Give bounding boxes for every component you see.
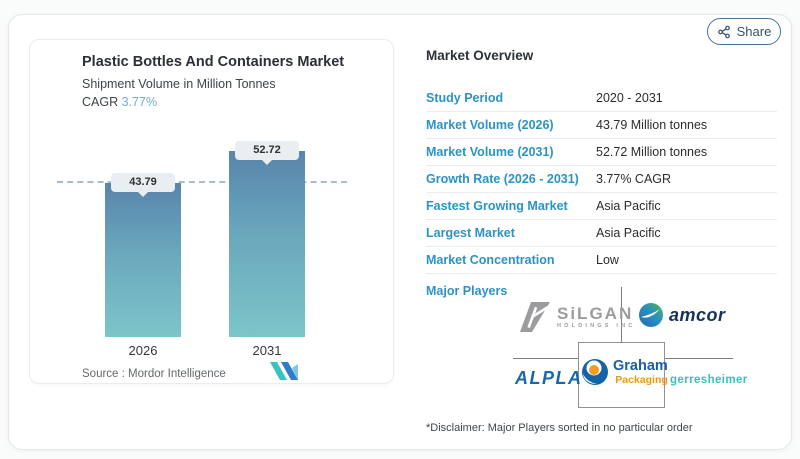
- gerresheimer-logo: gerresheimer: [670, 374, 748, 386]
- table-row-market-volume-2031: Market Volume (2031) 52.72 Million tonne…: [426, 139, 777, 166]
- row-value: 52.72 Million tonnes: [596, 145, 708, 159]
- row-value: 43.79 Million tonnes: [596, 118, 708, 132]
- share-button[interactable]: Share: [707, 18, 781, 45]
- mordor-intelligence-logo-icon: [270, 362, 298, 380]
- silgan-logo: SiLGAN HOLDINGS INC: [518, 299, 635, 335]
- chart-title: Plastic Bottles And Containers Market: [82, 54, 345, 70]
- alpla-logo: ALPLA: [515, 368, 583, 388]
- players-divider-left: [513, 358, 578, 359]
- graham-packaging-logo: Graham Packaging: [581, 358, 668, 386]
- amcor-swirl-icon: [639, 303, 663, 327]
- row-label: Study Period: [426, 91, 504, 105]
- table-row-fastest-growing-market: Fastest Growing Market Asia Pacific: [426, 193, 777, 220]
- row-value: Asia Pacific: [596, 199, 661, 213]
- players-divider-right: [665, 358, 733, 359]
- x-axis-label-2026: 2026: [128, 343, 158, 358]
- cagr-value: 3.77%: [121, 95, 158, 109]
- players-divider-vertical: [621, 287, 622, 342]
- row-label: Fastest Growing Market: [426, 199, 568, 213]
- reference-line: [57, 180, 347, 183]
- chart-cagr: CAGR 3.77%: [82, 95, 157, 109]
- graham-wordmark: Graham Packaging: [613, 357, 668, 386]
- row-label: Market Concentration: [426, 253, 555, 267]
- bar-2031[interactable]: [229, 151, 305, 337]
- graham-circle-icon: [582, 359, 608, 385]
- silgan-wordmark: SiLGAN HOLDINGS INC: [557, 303, 636, 329]
- cagr-label: CAGR: [82, 95, 119, 109]
- overview-table: Study Period 2020 - 2031 Market Volume (…: [426, 85, 777, 274]
- row-value: Low: [596, 253, 619, 267]
- table-row-market-volume-2026: Market Volume (2026) 43.79 Million tonne…: [426, 112, 777, 139]
- bar-chart: 43.79 52.72: [30, 40, 395, 337]
- row-value: 2020 - 2031: [596, 91, 663, 105]
- overview-title: Market Overview: [426, 48, 534, 63]
- share-icon: [717, 25, 730, 38]
- outer-card: Share Plastic Bottles And Containers Mar…: [8, 14, 792, 450]
- share-button-label: Share: [736, 24, 772, 39]
- table-row-largest-market: Largest Market Asia Pacific: [426, 220, 777, 247]
- chart-card: Plastic Bottles And Containers Market Sh…: [29, 39, 394, 384]
- bar-2026[interactable]: [105, 182, 181, 337]
- row-label: Growth Rate (2026 - 2031): [426, 172, 579, 186]
- row-label: Market Volume (2031): [426, 145, 554, 159]
- disclaimer-text: *Disclaimer: Major Players sorted in no …: [426, 422, 693, 434]
- source-attribution: Source : Mordor Intelligence: [82, 368, 226, 380]
- silgan-flag-icon: [520, 302, 550, 332]
- row-label: Largest Market: [426, 226, 515, 240]
- row-value: 3.77% CAGR: [596, 172, 672, 186]
- x-axis-label-2031: 2031: [252, 343, 282, 358]
- row-label: Market Volume (2026): [426, 118, 554, 132]
- table-row-study-period: Study Period 2020 - 2031: [426, 85, 777, 112]
- chart-subtitle: Shipment Volume in Million Tonnes: [82, 77, 276, 91]
- amcor-wordmark: amcor: [669, 304, 726, 325]
- table-row-growth-rate: Growth Rate (2026 - 2031) 3.77% CAGR: [426, 166, 777, 193]
- amcor-logo: amcor: [638, 302, 726, 328]
- table-row-market-concentration: Market Concentration Low: [426, 247, 777, 274]
- row-value: Asia Pacific: [596, 226, 661, 240]
- major-players-label: Major Players: [426, 284, 508, 298]
